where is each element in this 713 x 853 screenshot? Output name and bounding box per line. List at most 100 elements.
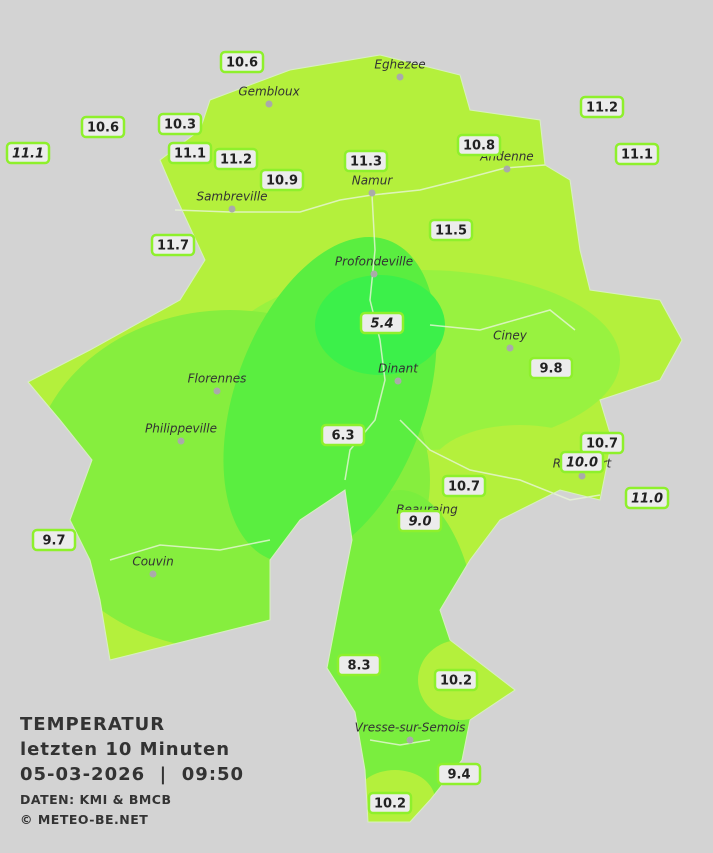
station-box: [436, 762, 482, 786]
copyright: © METEO-BE.NET: [20, 812, 148, 827]
subtitle: letzten 10 Minuten: [20, 739, 230, 760]
station: 10.2: [367, 791, 413, 815]
station-box: [336, 653, 382, 677]
station-value: 11.5: [435, 224, 467, 239]
station-box: [167, 141, 213, 165]
station: 11.1: [614, 142, 660, 166]
station: 9.4: [436, 762, 482, 786]
title-block: TEMPERATUR letzten 10 Minuten 05-03-2026…: [20, 714, 244, 827]
station-value: 10.8: [463, 139, 495, 154]
station-box: [219, 50, 265, 74]
station: 8.3: [336, 653, 382, 677]
station: 11.2: [213, 147, 259, 171]
station: 11.7: [150, 233, 196, 257]
station-value: 5.4: [370, 317, 393, 332]
station-value: 11.1: [12, 147, 44, 162]
station-box: [559, 450, 605, 474]
station: 11.5: [428, 218, 474, 242]
station: 11.1: [167, 141, 213, 165]
station-value: 10.7: [586, 437, 618, 452]
station-value: 9.7: [42, 534, 65, 549]
station-box: [441, 474, 487, 498]
station-value: 11.1: [174, 147, 206, 162]
station: 10.6: [80, 115, 126, 139]
town-label: Ciney: [493, 329, 528, 343]
station-box: [80, 115, 126, 139]
stations: 10.6 10.6 10.3 11.1 11.1 11.2 10.9 11.3 10.8 11.2…: [5, 50, 670, 815]
station-value: 10.0: [566, 456, 598, 471]
town-dot: [228, 205, 236, 213]
station: 11.2: [579, 95, 625, 119]
town-dot: [506, 344, 514, 352]
town-dot: [368, 189, 376, 197]
station: 9.0: [397, 509, 443, 533]
station-value: 10.6: [87, 121, 119, 136]
timestamp: 05-03-2026 | 09:50: [20, 764, 244, 785]
station: 9.7: [31, 528, 77, 552]
station-box: [31, 528, 77, 552]
station: 10.8: [456, 133, 502, 157]
station-value: 9.4: [447, 768, 470, 783]
station: 10.3: [157, 112, 203, 136]
station-value: 11.0: [631, 492, 663, 507]
station: 11.0: [624, 486, 670, 510]
station-value: 10.2: [374, 797, 406, 812]
station: 9.8: [528, 356, 574, 380]
town-label: Dinant: [378, 362, 419, 376]
station-box: [367, 791, 413, 815]
station-value: 6.3: [331, 429, 354, 444]
town-label: Profondeville: [335, 255, 413, 269]
town-label: Florennes: [188, 372, 247, 386]
town-dot: [394, 377, 402, 385]
station-box: [579, 95, 625, 119]
station-box: [428, 218, 474, 242]
station-value: 9.8: [539, 362, 562, 377]
station-value: 11.2: [586, 101, 618, 116]
station-box: [150, 233, 196, 257]
station-box: [624, 486, 670, 510]
title: TEMPERATUR: [20, 714, 165, 735]
town-dot: [396, 73, 404, 81]
town-dot: [370, 270, 378, 278]
station-box: [5, 141, 51, 165]
station: 6.3: [320, 423, 366, 447]
town-dot: [406, 736, 414, 744]
station: 10.9: [259, 168, 305, 192]
town-label: Vresse-sur-Semois: [355, 721, 466, 735]
station-box: [614, 142, 660, 166]
station: 10.7: [441, 474, 487, 498]
station: 11.3: [343, 149, 389, 173]
station-value: 11.7: [157, 239, 189, 254]
town-label: Gembloux: [238, 85, 300, 99]
town-label: Couvin: [132, 555, 173, 569]
town-label: Philippeville: [145, 422, 217, 436]
station-value: 11.1: [621, 148, 653, 163]
town-label: Eghezee: [374, 58, 425, 72]
town-dot: [177, 437, 185, 445]
station-box: [320, 423, 366, 447]
station-value: 10.7: [448, 480, 480, 495]
station: 11.1: [5, 141, 51, 165]
town-dot: [213, 387, 221, 395]
town-label: Sambreville: [196, 190, 267, 204]
station-value: 11.3: [350, 155, 382, 170]
station: 10.2: [433, 668, 479, 692]
station-value: 11.2: [220, 153, 252, 168]
station-box: [213, 147, 259, 171]
town-dot: [503, 165, 511, 173]
station-box: [343, 149, 389, 173]
town-dot: [578, 472, 586, 480]
station-value: 10.6: [226, 56, 258, 71]
town-label: Namur: [352, 174, 394, 188]
station-box: [397, 509, 443, 533]
station-box: [157, 112, 203, 136]
station: 10.6: [219, 50, 265, 74]
town-dot: [265, 100, 273, 108]
town-dot: [149, 570, 157, 578]
station-value: 10.2: [440, 674, 472, 689]
station-box: [259, 168, 305, 192]
station-value: 10.3: [164, 118, 196, 133]
station: 10.0: [559, 450, 605, 474]
station-value: 8.3: [347, 659, 370, 674]
station-box: [433, 668, 479, 692]
